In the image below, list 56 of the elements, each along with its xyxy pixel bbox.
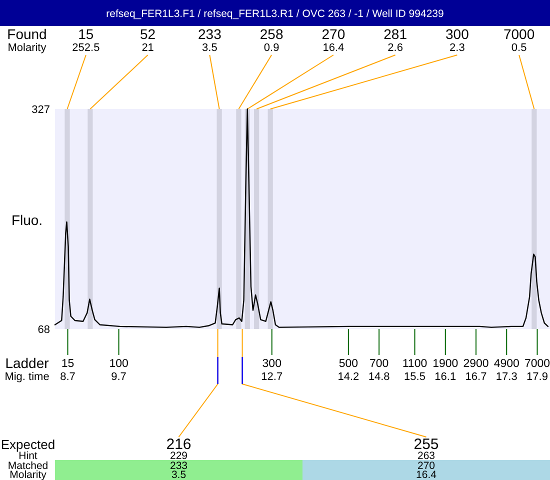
band-label: 281 <box>384 26 408 42</box>
x-tick-label: 17.9 <box>526 371 548 383</box>
text: 16.4 <box>416 469 437 480</box>
text: 500 <box>338 358 358 370</box>
band-label: 233 <box>198 26 222 42</box>
band-label: 7000 <box>503 26 535 42</box>
text: 2900 <box>463 358 489 370</box>
text: 233 <box>170 460 188 472</box>
band-label: 300 <box>446 26 470 42</box>
text: Molarity <box>10 469 48 480</box>
text: 700 <box>369 358 389 370</box>
x-tick-label: 16.1 <box>434 371 456 383</box>
text: 229 <box>170 450 188 462</box>
text: 3.5 <box>171 469 186 480</box>
text: Hint <box>18 450 38 462</box>
text: 4900 <box>494 358 520 370</box>
text: Found <box>7 26 47 42</box>
text: Molarity <box>8 42 47 54</box>
x-axis-title: Mig. time <box>4 371 50 383</box>
annotation: 21 <box>142 42 154 54</box>
y-tick-label: 327 <box>32 104 50 116</box>
band-label: 258 <box>260 26 284 42</box>
x-tick-label: 14.2 <box>338 371 360 383</box>
annotation: 0.5 <box>511 42 527 54</box>
text: 270 <box>417 460 436 472</box>
text: 1100 <box>402 358 428 370</box>
x-tick-label: 17.3 <box>496 371 518 383</box>
band-label: 270 <box>322 26 346 42</box>
annotation: 216 <box>166 436 192 453</box>
y-tick-label: 68 <box>38 324 50 336</box>
text: Ladder <box>5 355 50 371</box>
text: 7000 <box>524 358 550 370</box>
text: 1900 <box>432 358 458 370</box>
x-tick-label: 12.7 <box>261 371 283 383</box>
text: 263 <box>417 450 436 462</box>
annotation: 2.3 <box>450 42 465 54</box>
x-tick-label: 14.8 <box>368 371 390 383</box>
x-tick-label: 16.7 <box>465 371 487 383</box>
text: 300 <box>262 358 282 370</box>
band-label: 15 <box>78 26 94 42</box>
x-tick-label: 9.7 <box>111 371 126 383</box>
annotation: 3.5 <box>202 42 218 54</box>
y-axis-title: Fluo. <box>11 212 43 228</box>
annotation: 252.5 <box>72 42 100 54</box>
band-label: 52 <box>140 26 156 42</box>
text: 100 <box>109 358 128 370</box>
x-tick-label: 8.7 <box>60 371 76 383</box>
annotation: 2.6 <box>388 42 403 54</box>
chart-title: refseq_FER1L3.F1 / refseq_FER1L3.R1 / OVC 263 / -1 / Well ID 994239 <box>106 8 444 20</box>
annotation: 255 <box>414 436 439 453</box>
annotation: 16.4 <box>322 42 344 54</box>
text: Matched <box>8 460 48 472</box>
annotation: 0.9 <box>264 42 280 54</box>
text: 15 <box>61 358 74 370</box>
x-tick-label: 15.5 <box>404 371 426 383</box>
text: Expected <box>0 437 56 452</box>
